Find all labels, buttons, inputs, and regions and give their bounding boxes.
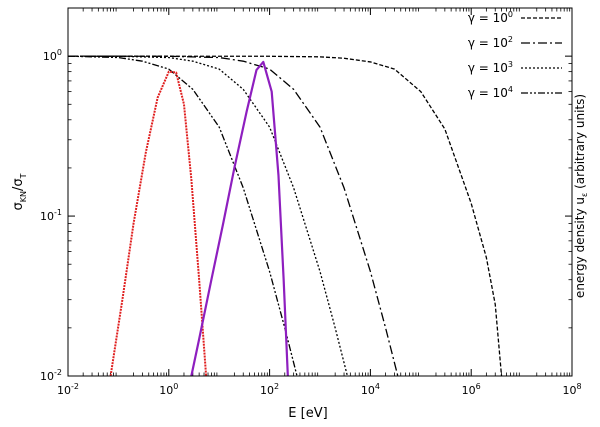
y-tick-label: 10-1 [40, 208, 62, 223]
cross-section-curve-0 [67, 55, 503, 377]
legend-label: γ = 102 [468, 35, 513, 50]
y-tick-label: 100 [43, 48, 62, 63]
legend-label: γ = 103 [468, 60, 513, 75]
tick-labels: 10-2 100 102 104 106 108 10-2 10-1 100 [40, 48, 582, 397]
svg-text:σKN/σT: σKN/σT [11, 173, 28, 210]
cross-section-curve-2 [67, 55, 349, 377]
cross-section-curve-1 [67, 55, 399, 377]
legend: γ = 100 γ = 102 γ = 103 γ = 104 [468, 10, 562, 100]
right-axis-label: energy density uε (arbitrary units) [573, 94, 589, 298]
x-tick-label: 100 [159, 382, 178, 397]
x-tick-label: 10-2 [57, 382, 79, 397]
x-tick-label: 106 [462, 382, 481, 397]
axis-ticks [67, 7, 573, 377]
x-tick-label: 104 [361, 382, 380, 397]
svg-text:energy density uε (arbitrary u: energy density uε (arbitrary units) [573, 94, 589, 298]
spectrum-curve-5 [190, 60, 289, 377]
plot-frame [67, 7, 573, 377]
spectrum-curve-4 [109, 70, 208, 377]
x-axis-label: E [eV] [288, 406, 327, 421]
series-group [67, 55, 503, 377]
x-tick-label: 102 [260, 382, 279, 397]
y-axis-label: σKN/σT [11, 173, 28, 210]
legend-label: γ = 104 [468, 85, 513, 100]
x-tick-label: 108 [562, 382, 581, 397]
y-tick-label: 10-2 [40, 368, 62, 383]
legend-label: γ = 100 [468, 10, 513, 25]
cross-section-curve-3 [67, 55, 298, 377]
